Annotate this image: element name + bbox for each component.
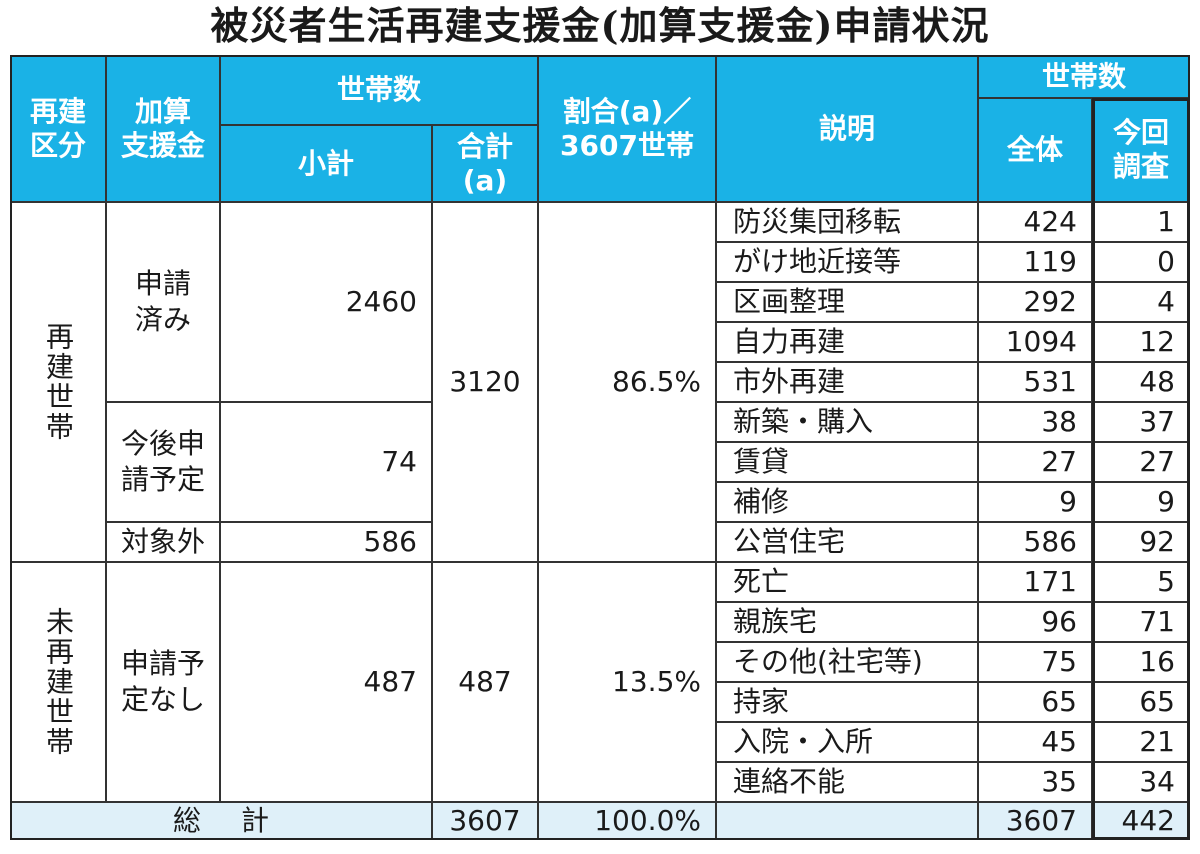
application-status-table: 再建 区分 加算 支援金 世帯数 小計 合計 (a) 割合(a)／ 3607世帯… xyxy=(10,55,1190,845)
category-rebuilt: 再建世帯 xyxy=(10,202,106,562)
subtotal-excluded: 586 xyxy=(220,522,432,562)
all-row: 38 xyxy=(978,402,1092,442)
page-title: 被災者生活再建支援金(加算支援金)申請状況 xyxy=(210,3,990,48)
desc-row: 市外再建 xyxy=(716,362,978,402)
header-households-right: 世帯数 xyxy=(978,55,1190,98)
all-row: 45 xyxy=(978,722,1092,762)
desc-row: 死亡 xyxy=(716,562,978,602)
all-row: 9 xyxy=(978,482,1092,522)
current-row: 0 xyxy=(1092,242,1190,282)
current-row: 71 xyxy=(1092,602,1190,642)
current-row: 9 xyxy=(1092,482,1190,522)
desc-row: 親族宅 xyxy=(716,602,978,642)
totals-label: 総計 xyxy=(10,802,432,840)
desc-row: 区画整理 xyxy=(716,282,978,322)
all-row: 531 xyxy=(978,362,1092,402)
totals-ratio: 100.0% xyxy=(538,802,716,840)
subtotal-no-plan: 487 xyxy=(220,562,432,802)
current-row: 92 xyxy=(1092,522,1190,562)
header-ratio: 割合(a)／ 3607世帯 xyxy=(538,55,716,202)
header-households: 世帯数 xyxy=(220,55,538,125)
desc-row: その他(社宅等) xyxy=(716,642,978,682)
header-total-a: 合計 (a) xyxy=(432,125,538,202)
desc-row: 持家 xyxy=(716,682,978,722)
all-row: 424 xyxy=(978,202,1092,242)
current-row: 34 xyxy=(1092,762,1190,802)
desc-row: 新築・購入 xyxy=(716,402,978,442)
totals-explanation xyxy=(716,802,978,840)
all-row: 96 xyxy=(978,602,1092,642)
all-row: 119 xyxy=(978,242,1092,282)
current-row: 12 xyxy=(1092,322,1190,362)
header-subtotal: 小計 xyxy=(220,125,432,202)
desc-row: 連絡不能 xyxy=(716,762,978,802)
current-row: 37 xyxy=(1092,402,1190,442)
desc-row: 賃貸 xyxy=(716,442,978,482)
all-row: 171 xyxy=(978,562,1092,602)
all-row: 27 xyxy=(978,442,1092,482)
support-planned: 今後申 請予定 xyxy=(106,402,220,522)
all-row: 586 xyxy=(978,522,1092,562)
current-row: 48 xyxy=(1092,362,1190,402)
category-not-rebuilt: 未再建世帯 xyxy=(10,562,106,802)
desc-row: 自力再建 xyxy=(716,322,978,362)
desc-row: 入院・入所 xyxy=(716,722,978,762)
support-no-plan: 申請予 定なし xyxy=(106,562,220,802)
desc-row: 公営住宅 xyxy=(716,522,978,562)
current-row: 5 xyxy=(1092,562,1190,602)
ratio-not-rebuilt: 13.5% xyxy=(538,562,716,802)
current-row: 27 xyxy=(1092,442,1190,482)
totals-all: 3607 xyxy=(978,802,1092,840)
all-row: 75 xyxy=(978,642,1092,682)
all-row: 65 xyxy=(978,682,1092,722)
current-row: 1 xyxy=(1092,202,1190,242)
header-explanation: 説明 xyxy=(716,55,978,202)
desc-row: 補修 xyxy=(716,482,978,522)
subtotal-planned: 74 xyxy=(220,402,432,522)
all-row: 35 xyxy=(978,762,1092,802)
total-a-rebuilt: 3120 xyxy=(432,202,538,562)
support-applied: 申請 済み xyxy=(106,202,220,402)
current-row: 21 xyxy=(1092,722,1190,762)
support-excluded: 対象外 xyxy=(106,522,220,562)
header-current-survey: 今回 調査 xyxy=(1092,98,1190,202)
header-support: 加算 支援金 xyxy=(106,55,220,202)
desc-row: がけ地近接等 xyxy=(716,242,978,282)
header-category: 再建 区分 xyxy=(10,55,106,202)
all-row: 1094 xyxy=(978,322,1092,362)
totals-current: 442 xyxy=(1092,802,1190,840)
totals-total-a: 3607 xyxy=(432,802,538,840)
current-row: 4 xyxy=(1092,282,1190,322)
desc-row: 防災集団移転 xyxy=(716,202,978,242)
ratio-rebuilt: 86.5% xyxy=(538,202,716,562)
current-row: 16 xyxy=(1092,642,1190,682)
subtotal-applied: 2460 xyxy=(220,202,432,402)
header-all: 全体 xyxy=(978,98,1092,202)
current-row: 65 xyxy=(1092,682,1190,722)
all-row: 292 xyxy=(978,282,1092,322)
total-a-not-rebuilt: 487 xyxy=(432,562,538,802)
